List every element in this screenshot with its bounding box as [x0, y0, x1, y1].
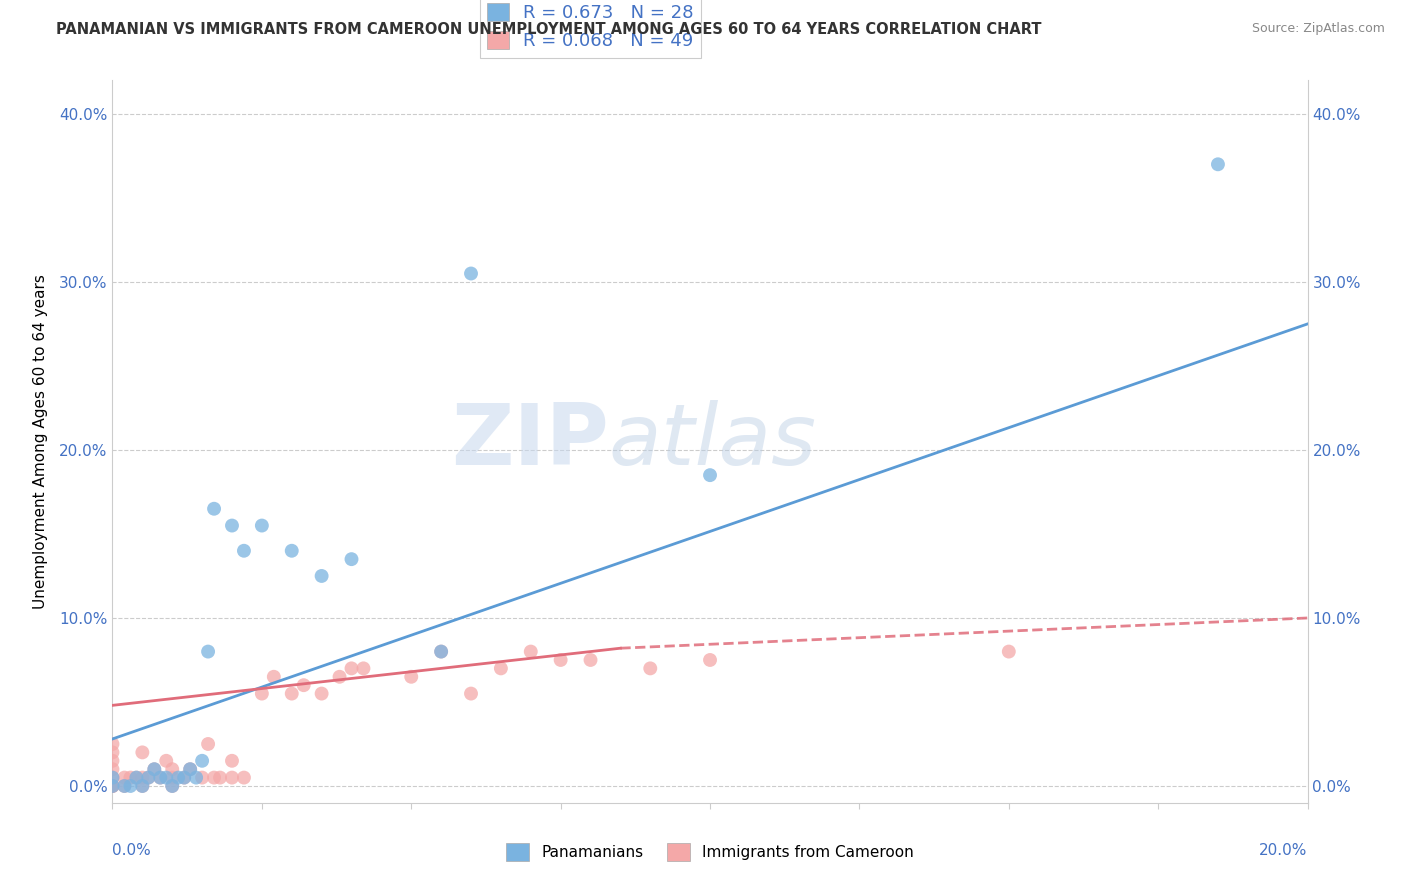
Point — [699, 653, 721, 667]
Point — [173, 771, 195, 785]
Point — [353, 661, 375, 675]
Point — [401, 670, 423, 684]
Point — [311, 687, 333, 701]
Point — [125, 771, 148, 785]
Point — [292, 678, 315, 692]
Point — [179, 762, 201, 776]
Point — [340, 552, 363, 566]
Point — [155, 771, 177, 785]
Point — [250, 518, 273, 533]
Point — [191, 754, 214, 768]
Point — [101, 779, 124, 793]
Point — [173, 771, 195, 785]
Point — [699, 468, 721, 483]
Text: 20.0%: 20.0% — [1260, 843, 1308, 857]
Point — [131, 771, 153, 785]
Point — [281, 543, 304, 558]
Point — [221, 754, 243, 768]
Text: PANAMANIAN VS IMMIGRANTS FROM CAMEROON UNEMPLOYMENT AMONG AGES 60 TO 64 YEARS CO: PANAMANIAN VS IMMIGRANTS FROM CAMEROON U… — [56, 22, 1042, 37]
Point — [149, 771, 172, 785]
Point — [460, 267, 482, 281]
Point — [202, 501, 225, 516]
Point — [131, 745, 153, 759]
Point — [281, 687, 304, 701]
Text: atlas: atlas — [609, 400, 817, 483]
Point — [221, 518, 243, 533]
Point — [430, 644, 453, 658]
Point — [233, 771, 256, 785]
Y-axis label: Unemployment Among Ages 60 to 64 years: Unemployment Among Ages 60 to 64 years — [32, 274, 48, 609]
Point — [579, 653, 602, 667]
Point — [197, 737, 219, 751]
Text: 0.0%: 0.0% — [112, 843, 152, 857]
Point — [125, 771, 148, 785]
Text: ZIP: ZIP — [451, 400, 609, 483]
Point — [114, 779, 135, 793]
Point — [162, 762, 183, 776]
Text: Source: ZipAtlas.com: Source: ZipAtlas.com — [1251, 22, 1385, 36]
Point — [101, 771, 124, 785]
Point — [1206, 157, 1229, 171]
Point — [101, 737, 124, 751]
Point — [101, 779, 124, 793]
Point — [311, 569, 333, 583]
Point — [120, 779, 142, 793]
Point — [430, 644, 453, 658]
Point — [120, 771, 142, 785]
Point — [101, 779, 124, 793]
Point — [131, 779, 153, 793]
Point — [101, 745, 124, 759]
Point — [101, 754, 124, 768]
Point — [460, 687, 482, 701]
Point — [221, 771, 243, 785]
Point — [550, 653, 572, 667]
Point — [179, 762, 201, 776]
Point — [233, 543, 256, 558]
Point — [167, 771, 190, 785]
Point — [131, 779, 153, 793]
Point — [202, 771, 225, 785]
Point — [209, 771, 232, 785]
Point — [191, 771, 214, 785]
Point — [263, 670, 285, 684]
Point — [329, 670, 352, 684]
Legend: Panamanians, Immigrants from Cameroon: Panamanians, Immigrants from Cameroon — [501, 837, 920, 867]
Point — [520, 644, 543, 658]
Point — [489, 661, 512, 675]
Point — [149, 771, 172, 785]
Point — [340, 661, 363, 675]
Point — [143, 762, 166, 776]
Point — [186, 771, 208, 785]
Point — [114, 771, 135, 785]
Point — [138, 771, 160, 785]
Point — [197, 644, 219, 658]
Point — [138, 771, 160, 785]
Point — [101, 762, 124, 776]
Point — [101, 771, 124, 785]
Point — [998, 644, 1021, 658]
Point — [250, 687, 273, 701]
Point — [114, 779, 135, 793]
Point — [162, 779, 183, 793]
Point — [162, 779, 183, 793]
Point — [640, 661, 662, 675]
Point — [143, 762, 166, 776]
Point — [155, 754, 177, 768]
Point — [101, 779, 124, 793]
Point — [162, 771, 183, 785]
